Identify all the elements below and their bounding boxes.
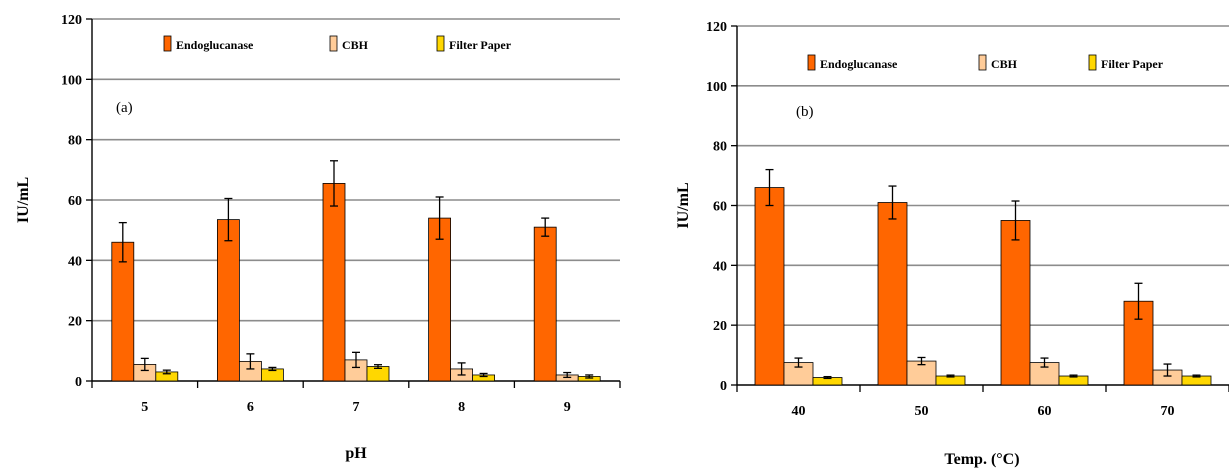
y-tick-label: 60	[713, 200, 727, 215]
legend-label: CBH	[342, 38, 369, 52]
y-tick-label: 100	[61, 73, 82, 88]
bar-endoglucanase	[754, 187, 785, 386]
bar-endoglucanase	[322, 183, 346, 382]
y-tick-label: 0	[720, 379, 727, 394]
bar-endoglucanase	[111, 241, 135, 382]
bar-endoglucanase	[1000, 220, 1031, 386]
chart-panel-0: 0 20 40 60 80 100 120 5 6 7 8 9 Endoglucanase CBH Filt…	[15, 13, 621, 462]
legend-label: Filter Paper	[1101, 57, 1164, 71]
panel-label: (b)	[796, 104, 814, 120]
y-tick-label: 80	[68, 134, 82, 149]
y-tick-label: 40	[68, 254, 82, 269]
legend-swatch	[163, 35, 172, 52]
x-tick-label: 9	[564, 400, 571, 415]
y-tick-label: 20	[68, 315, 82, 330]
legend-swatch	[1088, 54, 1097, 71]
legend-swatch	[807, 54, 816, 71]
x-tick-label: 8	[458, 400, 465, 415]
bar-endoglucanase	[428, 217, 452, 382]
x-axis-title: Temp. (°C)	[944, 451, 1019, 468]
legend-label: Endoglucanase	[176, 38, 254, 52]
legend-label: CBH	[991, 57, 1018, 71]
x-tick-label: 60	[1038, 404, 1052, 419]
y-tick-label: 20	[713, 319, 727, 334]
x-tick-label: 5	[141, 400, 148, 415]
y-tick-label: 60	[68, 194, 82, 209]
y-tick-label: 120	[706, 20, 727, 35]
y-tick-label: 100	[706, 80, 727, 95]
x-tick-label: 7	[353, 400, 360, 415]
x-axis-title: pH	[345, 445, 367, 462]
y-axis-title: IU/mL	[675, 182, 692, 228]
y-tick-label: 120	[61, 13, 82, 28]
x-tick-label: 70	[1161, 404, 1175, 419]
legend-swatch	[329, 35, 338, 52]
legend-swatch	[978, 54, 987, 71]
bar-endoglucanase	[877, 202, 908, 386]
panel-label: (a)	[116, 100, 133, 116]
legend-label: Filter Paper	[449, 38, 512, 52]
legend-swatch	[436, 35, 445, 52]
chart-panel-1: 0 20 40 60 80 100 120 40 50 60 70 Endoglucanase CBH F…	[675, 20, 1229, 468]
x-tick-label: 40	[792, 404, 806, 419]
y-axis-title: IU/mL	[15, 177, 32, 223]
x-tick-label: 6	[247, 400, 254, 415]
y-tick-label: 0	[75, 375, 82, 390]
bar-endoglucanase	[533, 226, 557, 382]
y-tick-label: 40	[713, 259, 727, 274]
bar-endoglucanase	[216, 219, 240, 382]
legend-label: Endoglucanase	[820, 57, 898, 71]
x-tick-label: 50	[915, 404, 929, 419]
y-tick-label: 80	[713, 140, 727, 155]
